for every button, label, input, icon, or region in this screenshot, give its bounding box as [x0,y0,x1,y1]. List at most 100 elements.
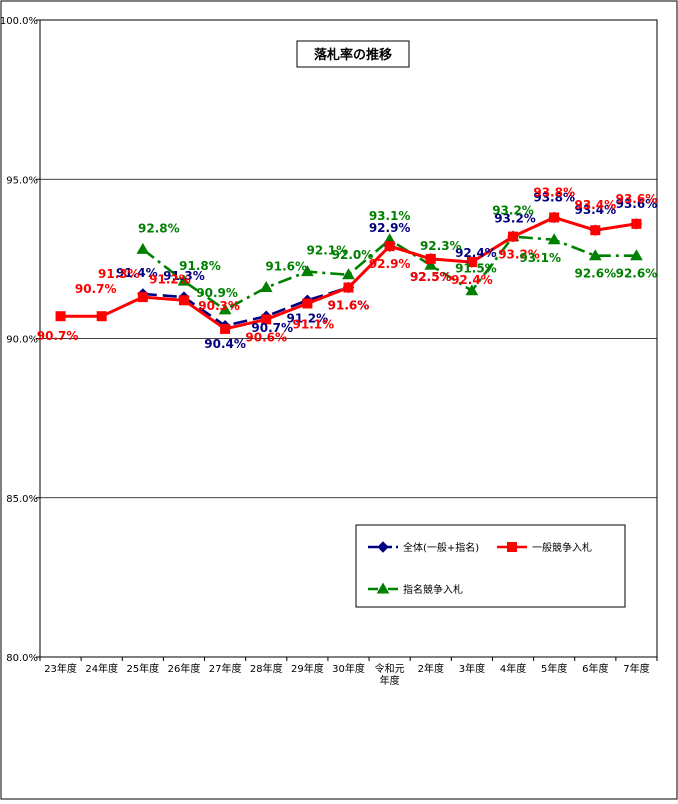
data-label: 91.4% [116,266,158,280]
data-point [630,249,643,261]
data-label: 92.1% [307,244,349,258]
data-label: 92.0% [332,248,374,262]
chart-title-frame [296,40,410,68]
data-label: 93.8% [533,190,575,204]
data-labels: 91.4% 91.3%90.4%90.7%91.2%91.6%92.9%92.5%… [37,185,658,350]
data-label: 93.4% [574,203,616,217]
legend-marker-2 [376,582,390,594]
data-label: 92.6% [574,267,616,281]
data-label: 91.6% [328,299,370,313]
data-label: 93.2% [492,204,534,218]
data-label: 90.7% [251,321,293,335]
data-label: 91.3% [163,269,205,283]
data-label: 90.6% [245,330,287,344]
data-label: 93.1% [519,251,561,265]
data-label: 91.8% [179,259,221,273]
legend-marker-0 [377,541,389,553]
data-label: 91.5% [455,262,497,276]
data-label: 90.3% [198,299,240,313]
x-tick-label: 6年度 [582,662,608,675]
y-tick-label: 85.0% [6,494,38,505]
data-label: 92.6% [616,267,658,281]
data-point [302,298,313,309]
data-label: 92.4% [451,273,493,287]
data-label: 90.4% [204,337,246,351]
data-point [466,257,477,268]
data-label: 90.7% [75,282,117,296]
grid-lines [40,178,657,499]
y-tick-label: 100.0% [0,16,38,27]
x-tick-label: 29年度 [291,662,324,675]
series-markers [55,211,643,334]
legend-marker-1 [507,542,517,552]
x-tick-label: 30年度 [332,662,365,675]
data-label: 92.8% [138,221,180,235]
x-tick-label: 4年度 [500,662,526,675]
x-tick-label: 25年度 [126,662,159,675]
data-label: 92.5% [410,270,452,284]
data-point [425,253,436,264]
x-tick-label: 28年度 [250,662,283,675]
legend-frame [355,524,626,608]
data-point [218,303,232,315]
x-tick-label: 7年度 [623,662,649,675]
data-label: 91.1% [293,317,335,331]
data-label: 92.4% [455,246,497,260]
data-label: 90.9% [196,286,238,300]
data-point [55,311,66,322]
data-point [259,281,273,293]
data-point [508,231,519,242]
data-label: 93.2% [494,212,536,226]
data-label: 92.5% [410,270,452,284]
data-point [343,282,354,293]
x-tick-label: 3年度 [459,662,485,675]
data-point [465,284,479,296]
x-tick-label: 27年度 [209,662,242,675]
data-point [588,249,602,261]
x-tick-label: 2年度 [418,662,444,675]
y-tick-label: 80.0% [6,653,38,664]
data-label: 91.2% [149,272,191,286]
data-point [178,295,189,306]
data-label: 92.3% [420,239,462,253]
data-label: 91.6% [265,260,307,274]
data-label: 92.9% [369,257,411,271]
legend-label-1: 一般競争入札 [532,541,592,554]
data-label: 91.3% [98,267,140,281]
data-point [177,274,191,286]
data-point [137,292,148,303]
data-point [590,225,601,236]
x-tick-label: 5年度 [541,662,567,675]
data-point [549,212,560,223]
legend-label-2: 指名競争入札 [403,583,463,596]
data-label: 92.9% [369,221,411,235]
data-label: 93.8% [533,185,575,199]
data-point [300,265,314,277]
x-tick-label: 26年度 [168,662,201,675]
data-label: 93.1% [369,209,411,223]
data-point [136,242,150,254]
y-tick-label: 95.0% [6,175,38,186]
data-point [220,323,231,334]
data-point [96,311,107,322]
chart-title: 落札率の推移 [314,47,392,63]
y-tick-label: 90.0% [6,335,38,346]
legend-label-0: 全体(一般+指名) [403,541,479,554]
x-tick-label: 23年度 [44,662,77,675]
chart-title-box: 落札率の推移 [296,40,410,68]
data-point [631,218,642,229]
x-tick-label: 24年度 [85,662,118,675]
data-label: 93.6% [616,192,658,206]
data-point [384,241,395,252]
x-axis: 23年度 24年度 25年度 26年度 27年度 28年度 29年度 30年度 令和元年度 2年度… [39,657,658,687]
data-label: 91.2% [287,311,329,325]
data-label: 91.6% [328,299,370,313]
x-tick-label: 令和元年度 [375,662,405,687]
y-axis: 80.0% 85.0% 90.0% 95.0% 100.0% [0,16,40,664]
data-point [261,314,272,325]
data-point [342,268,355,280]
data-label: 93.4% [574,198,616,212]
